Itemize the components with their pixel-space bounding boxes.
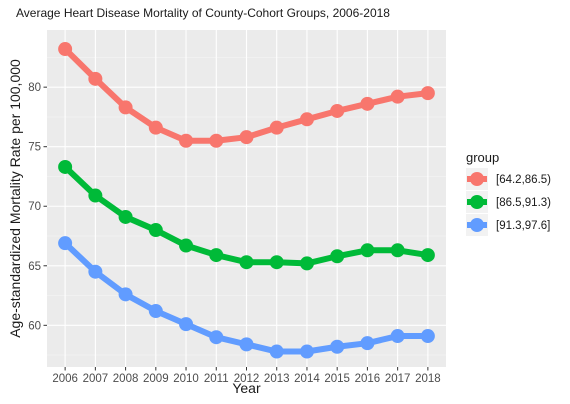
- data-point: [360, 96, 375, 111]
- legend-key-point: [470, 218, 484, 232]
- data-point: [58, 236, 73, 251]
- data-point: [58, 159, 73, 174]
- y-tick-label: 75: [28, 142, 41, 154]
- axis-ticks: 2006 2007 2008 2009 2010 2011 2012 2013 2014 2015…: [28, 82, 440, 385]
- data-point: [209, 133, 224, 148]
- x-tick-label: 2016: [355, 373, 381, 385]
- x-tick-label: 2006: [52, 373, 78, 385]
- legend: group [64.2,86.5) [86.5,91.3) [91.3,97.6]: [466, 150, 551, 236]
- data-point: [269, 344, 284, 359]
- data-point: [88, 188, 103, 203]
- data-point: [299, 112, 314, 127]
- data-point: [330, 249, 345, 264]
- legend-label: [86.5,91.3): [496, 197, 551, 209]
- chart-title: Average Heart Disease Mortality of Count…: [16, 6, 390, 20]
- data-point: [179, 238, 194, 253]
- data-point: [269, 120, 284, 135]
- legend-label: [64.2,86.5): [496, 174, 551, 186]
- data-point: [420, 86, 435, 101]
- x-tick-label: 2007: [83, 373, 109, 385]
- data-point: [239, 130, 254, 145]
- legend-key-point: [470, 195, 484, 209]
- data-point: [239, 255, 254, 270]
- data-point: [148, 304, 163, 319]
- y-axis-title: Age-standardized Mortality Rate per 100,…: [7, 59, 23, 338]
- data-point: [360, 336, 375, 351]
- data-point: [330, 339, 345, 354]
- y-tick-label: 70: [28, 201, 41, 213]
- data-point: [148, 120, 163, 135]
- data-point: [299, 344, 314, 359]
- x-axis-title: Year: [232, 380, 261, 396]
- major-gridlines: [47, 30, 446, 367]
- data-point: [299, 256, 314, 271]
- x-tick-label: 2015: [324, 373, 350, 385]
- data-point: [420, 248, 435, 263]
- data-point: [118, 100, 133, 115]
- data-point: [239, 337, 254, 352]
- x-tick-label: 2014: [294, 373, 320, 385]
- y-tick-label: 65: [28, 261, 41, 273]
- legend-title: group: [466, 150, 499, 165]
- legend-key-point: [470, 172, 484, 186]
- data-point: [148, 223, 163, 238]
- data-point: [58, 42, 73, 57]
- data-point: [360, 243, 375, 258]
- data-point: [420, 329, 435, 344]
- series-layer: [58, 42, 435, 359]
- data-point: [390, 329, 405, 344]
- data-point: [390, 89, 405, 104]
- data-point: [179, 317, 194, 332]
- x-tick-label: 2009: [143, 373, 169, 385]
- data-point: [209, 330, 224, 345]
- x-tick-label: 2013: [264, 373, 290, 385]
- legend-label: [91.3,97.6]: [496, 220, 550, 232]
- x-tick-label: 2017: [385, 373, 411, 385]
- data-point: [118, 209, 133, 224]
- data-point: [269, 255, 284, 270]
- x-tick-label: 2008: [113, 373, 139, 385]
- data-point: [209, 248, 224, 263]
- x-tick-label: 2018: [415, 373, 441, 385]
- y-tick-label: 60: [28, 320, 41, 332]
- data-point: [179, 133, 194, 148]
- x-tick-label: 2010: [173, 373, 199, 385]
- y-tick-label: 80: [28, 82, 41, 94]
- data-point: [88, 264, 103, 279]
- data-point: [88, 71, 103, 86]
- data-point: [390, 243, 405, 258]
- x-tick-label: 2011: [204, 373, 229, 385]
- data-point: [118, 287, 133, 302]
- data-point: [330, 103, 345, 118]
- x-tick-label: 2012: [234, 373, 260, 385]
